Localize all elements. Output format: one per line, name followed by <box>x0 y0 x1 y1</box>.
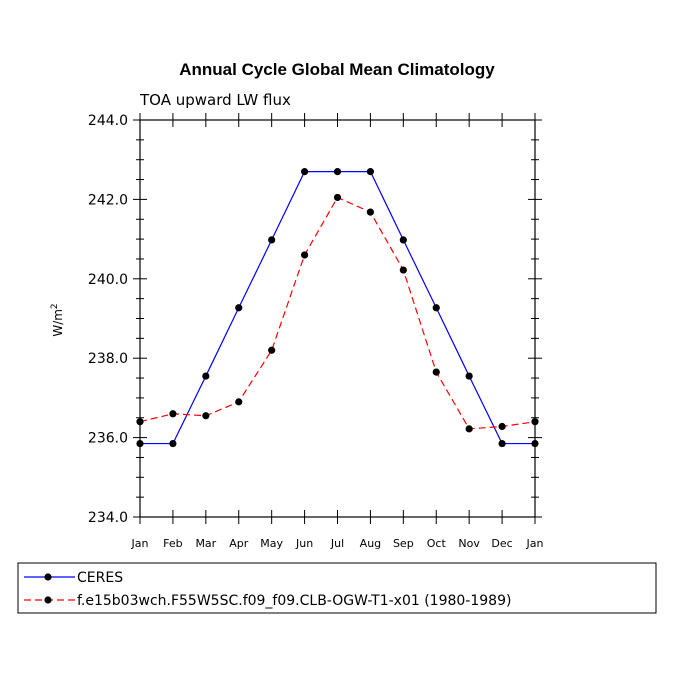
series-0-point <box>235 304 243 312</box>
legend-marker <box>44 596 52 604</box>
series-0-point <box>366 168 375 176</box>
legend-entry-model: f.e15b03wch.F55W5SC.f09_f09.CLB-OGW-T1-x… <box>24 593 511 609</box>
y-tick-label: 242.0 <box>88 192 128 208</box>
y-axis-label-superscript: 2 <box>50 303 60 309</box>
series-1-point <box>366 208 375 216</box>
y-tick-label: 244.0 <box>88 113 128 129</box>
y-tick-label: 236.0 <box>88 431 128 447</box>
x-tick-label: Mar <box>195 537 216 550</box>
legend-marker <box>44 573 52 581</box>
series-0-point <box>399 236 407 244</box>
series-0-point <box>498 439 506 448</box>
series-0-point <box>432 304 440 312</box>
x-tick-label: Sep <box>393 537 414 550</box>
x-tick-label: Oct <box>427 537 447 550</box>
x-tick-label: Jun <box>295 537 313 550</box>
series-1-point <box>300 251 309 259</box>
series-1-point <box>235 398 243 406</box>
series-1-point <box>432 368 440 376</box>
series-line-0 <box>140 171 535 445</box>
series-1-point <box>465 425 473 433</box>
x-tick-label: Nov <box>458 537 480 550</box>
svg-text:W/m2: W/m2 <box>50 303 65 336</box>
y-tick-label: 234.0 <box>88 510 128 526</box>
x-tick-label: Feb <box>163 537 182 550</box>
legend-label: CERES <box>77 570 123 586</box>
legend-label: f.e15b03wch.F55W5SC.f09_f09.CLB-OGW-T1-x… <box>77 593 511 609</box>
x-tick-label: Jul <box>330 537 344 550</box>
x-tick-label: Aug <box>360 537 381 550</box>
plot-frame <box>139 119 536 518</box>
chart-subtitle: TOA upward LW flux <box>139 91 291 109</box>
y-tick-labels: 234.0 236.0 238.0 240.0 242.0 244.0 <box>88 113 128 526</box>
chart-title: Annual Cycle Global Mean Climatology <box>179 60 495 79</box>
x-tick-label: Dec <box>491 537 512 550</box>
series-1-point <box>169 410 177 418</box>
y-tick-label: 240.0 <box>88 272 128 288</box>
y-axis-label-text: W/m <box>51 309 65 337</box>
y-axis-label: W/m2 <box>50 303 65 336</box>
series-1-point <box>498 422 506 431</box>
series-1-point <box>399 266 407 274</box>
series-0-point <box>268 236 276 244</box>
series-line-1 <box>139 196 536 430</box>
series-1-point <box>268 346 276 354</box>
x-tick-labels: Jan Feb Mar Apr May Jun Jul Aug Sep Oct Nov Dec Jan <box>131 537 544 550</box>
legend: CERES f.e15b03wch.F55W5SC.f09_f09.CLB-OG… <box>17 562 657 614</box>
x-tick-label: May <box>260 537 283 550</box>
x-tick-label: Apr <box>229 537 249 550</box>
series-0-point <box>333 168 342 176</box>
series-1-point <box>202 412 210 420</box>
legend-entry-ceres: CERES <box>24 570 123 586</box>
series-0-point <box>300 168 309 176</box>
series-0-point <box>202 372 210 380</box>
y-tick-label: 238.0 <box>88 351 128 367</box>
series-0-point <box>169 439 177 448</box>
x-tick-label: Jan <box>526 537 544 550</box>
series-1-point <box>333 193 342 202</box>
legend-box <box>17 562 657 614</box>
x-tick-label: Jan <box>131 537 149 550</box>
series-layer <box>136 168 539 448</box>
series-0-point <box>465 372 473 380</box>
